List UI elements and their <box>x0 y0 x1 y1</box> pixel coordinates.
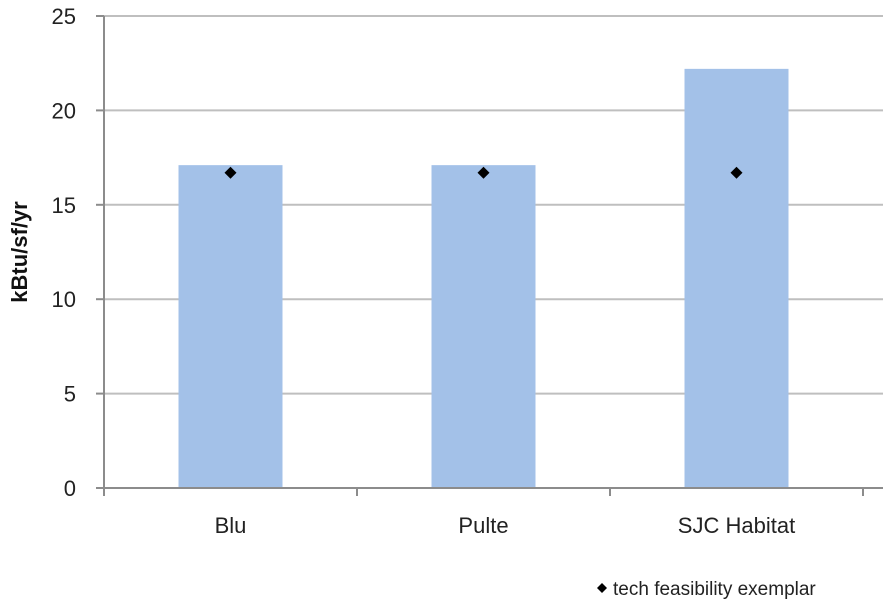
marker-diamond <box>730 166 743 179</box>
bar-blu <box>178 165 283 489</box>
marker-diamond <box>477 166 490 179</box>
y-tick-label: 15 <box>52 193 76 218</box>
legend-diamond-marker <box>597 583 607 593</box>
y-tick-label: 25 <box>52 4 76 29</box>
x-tick-label: SJC Habitat <box>678 513 795 538</box>
markers <box>224 166 743 179</box>
y-tick-label: 5 <box>64 382 76 407</box>
y-tick-labels: 0 5 10 15 20 25 <box>52 4 76 501</box>
legend-label-tech-feasibility: tech feasibility exemplar <box>613 579 816 600</box>
y-tick-label: 10 <box>52 287 76 312</box>
marker-diamond <box>224 166 237 179</box>
legend: tech feasibility exemplar <box>597 579 816 600</box>
x-tick-label: Blu <box>215 513 247 538</box>
y-tick-label: 20 <box>52 98 76 123</box>
y-tick-label: 0 <box>64 476 76 501</box>
x-tick-labels: Blu Pulte SJC Habitat <box>215 513 796 538</box>
axes <box>103 16 883 496</box>
bar-sjc-habitat <box>684 68 789 488</box>
y-axis-title: kBtu/sf/yr <box>7 201 32 303</box>
x-tick-label: Pulte <box>458 513 508 538</box>
bar-pulte <box>431 165 536 489</box>
bars <box>178 68 789 489</box>
